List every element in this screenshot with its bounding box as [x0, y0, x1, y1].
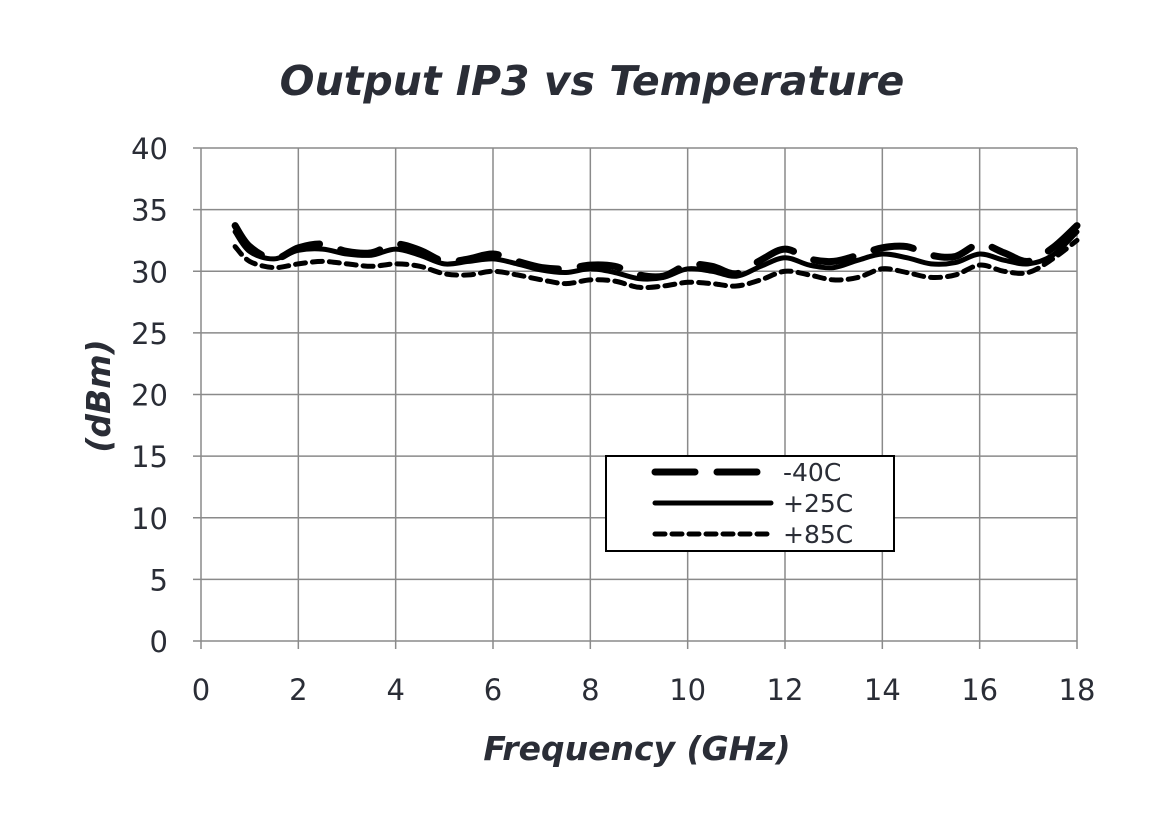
y-tick-label: 0	[150, 625, 168, 659]
series-line-85c	[232, 237, 1080, 291]
grid	[193, 147, 1078, 649]
series-group	[231, 222, 1081, 291]
series-line-40c	[231, 222, 1081, 281]
y-tick-label: 15	[131, 440, 168, 474]
tick-labels: 0 2 4 6 8 10 12 14 16 18 0 5 10 15 20 25 30 35 40	[131, 132, 1095, 707]
x-tick-label: 10	[669, 673, 706, 707]
legend-label: +85C	[783, 520, 853, 549]
x-tick-label: 8	[581, 673, 599, 707]
x-tick-label: 6	[484, 673, 502, 707]
y-tick-label: 20	[131, 379, 168, 413]
x-tick-label: 14	[864, 673, 901, 707]
y-tick-label: 35	[131, 194, 168, 228]
y-tick-label: 5	[150, 563, 168, 597]
chart-title: Output IP3 vs Temperature	[280, 57, 905, 105]
x-tick-label: 18	[1059, 673, 1096, 707]
y-tick-label: 30	[131, 255, 168, 289]
y-tick-label: 25	[131, 317, 168, 351]
legend-label: -40C	[783, 458, 841, 487]
x-tick-label: 4	[386, 673, 404, 707]
series-line-25c	[232, 229, 1080, 282]
y-tick-label: 10	[131, 502, 168, 536]
x-tick-label: 12	[767, 673, 804, 707]
y-axis-label: (dBm)	[79, 339, 118, 452]
legend: -40C+25C+85C	[605, 455, 895, 552]
x-tick-label: 0	[192, 673, 210, 707]
y-tick-label: 40	[131, 132, 168, 166]
x-tick-label: 16	[961, 673, 998, 707]
legend-label: +25C	[783, 489, 853, 518]
x-axis-label: Frequency (GHz)	[483, 729, 790, 768]
x-tick-label: 2	[289, 673, 307, 707]
